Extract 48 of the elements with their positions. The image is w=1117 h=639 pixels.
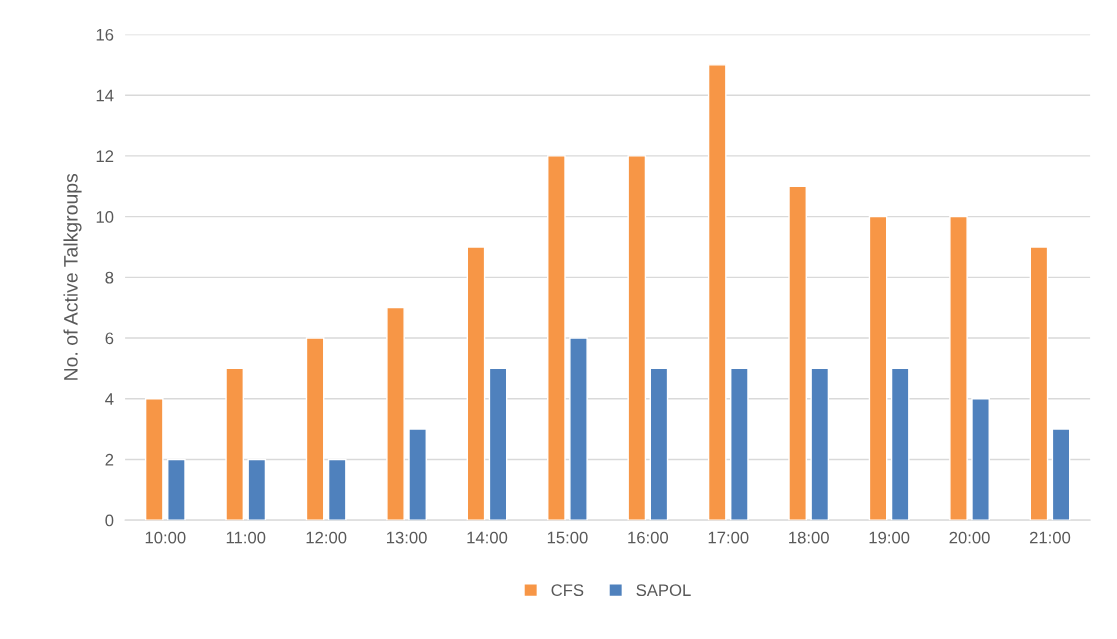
y-tick-label: 4 bbox=[105, 393, 114, 405]
x-tick-label: 18:00 bbox=[789, 531, 829, 544]
y-tick-label: 2 bbox=[105, 453, 114, 466]
bar bbox=[408, 428, 427, 521]
y-tick-label: 14 bbox=[96, 89, 114, 102]
bar bbox=[627, 155, 647, 521]
bar bbox=[868, 215, 888, 521]
bar bbox=[949, 215, 968, 521]
x-tick-label: 13:00 bbox=[387, 531, 427, 544]
x-tick-label: 15:00 bbox=[547, 531, 588, 544]
bar bbox=[1051, 428, 1071, 521]
x-tick-label: 20:00 bbox=[949, 531, 990, 544]
legend-label: CFS bbox=[551, 584, 584, 597]
bar bbox=[730, 367, 749, 521]
bar bbox=[810, 367, 830, 521]
x-tick-label: 17:00 bbox=[708, 531, 749, 544]
legend-label: SAPOL bbox=[636, 584, 691, 597]
y-axis-title: No. of Active Talkgroups bbox=[63, 173, 82, 380]
bar bbox=[707, 64, 727, 521]
y-tick-label: 10 bbox=[96, 211, 114, 223]
bar bbox=[971, 398, 990, 521]
x-tick-label: 12:00 bbox=[306, 531, 347, 544]
bar bbox=[1029, 246, 1049, 521]
y-tick-label: 6 bbox=[105, 332, 114, 345]
bar bbox=[305, 337, 325, 521]
bar bbox=[225, 367, 245, 521]
x-tick-label: 14:00 bbox=[467, 531, 508, 544]
x-tick-label: 19:00 bbox=[869, 531, 910, 544]
y-tick-label: 8 bbox=[105, 271, 114, 284]
y-tick-label: 0 bbox=[105, 514, 114, 527]
bar bbox=[466, 246, 486, 521]
bar bbox=[247, 458, 267, 521]
bar bbox=[144, 398, 164, 521]
bar bbox=[569, 337, 588, 521]
bar bbox=[649, 367, 669, 521]
y-tick-label: 12 bbox=[96, 150, 114, 162]
y-tick-label: 16 bbox=[96, 28, 114, 41]
bar bbox=[327, 458, 347, 521]
x-tick-label: 10:00 bbox=[145, 531, 186, 544]
bar bbox=[547, 155, 566, 521]
x-tick-label: 16:00 bbox=[628, 531, 669, 544]
bar bbox=[386, 306, 405, 521]
bar bbox=[167, 458, 186, 521]
bar bbox=[788, 185, 807, 521]
bar bbox=[488, 367, 508, 521]
x-tick-label: 21:00 bbox=[1029, 531, 1071, 544]
x-tick-label: 11:00 bbox=[226, 531, 266, 544]
bar bbox=[890, 367, 910, 521]
